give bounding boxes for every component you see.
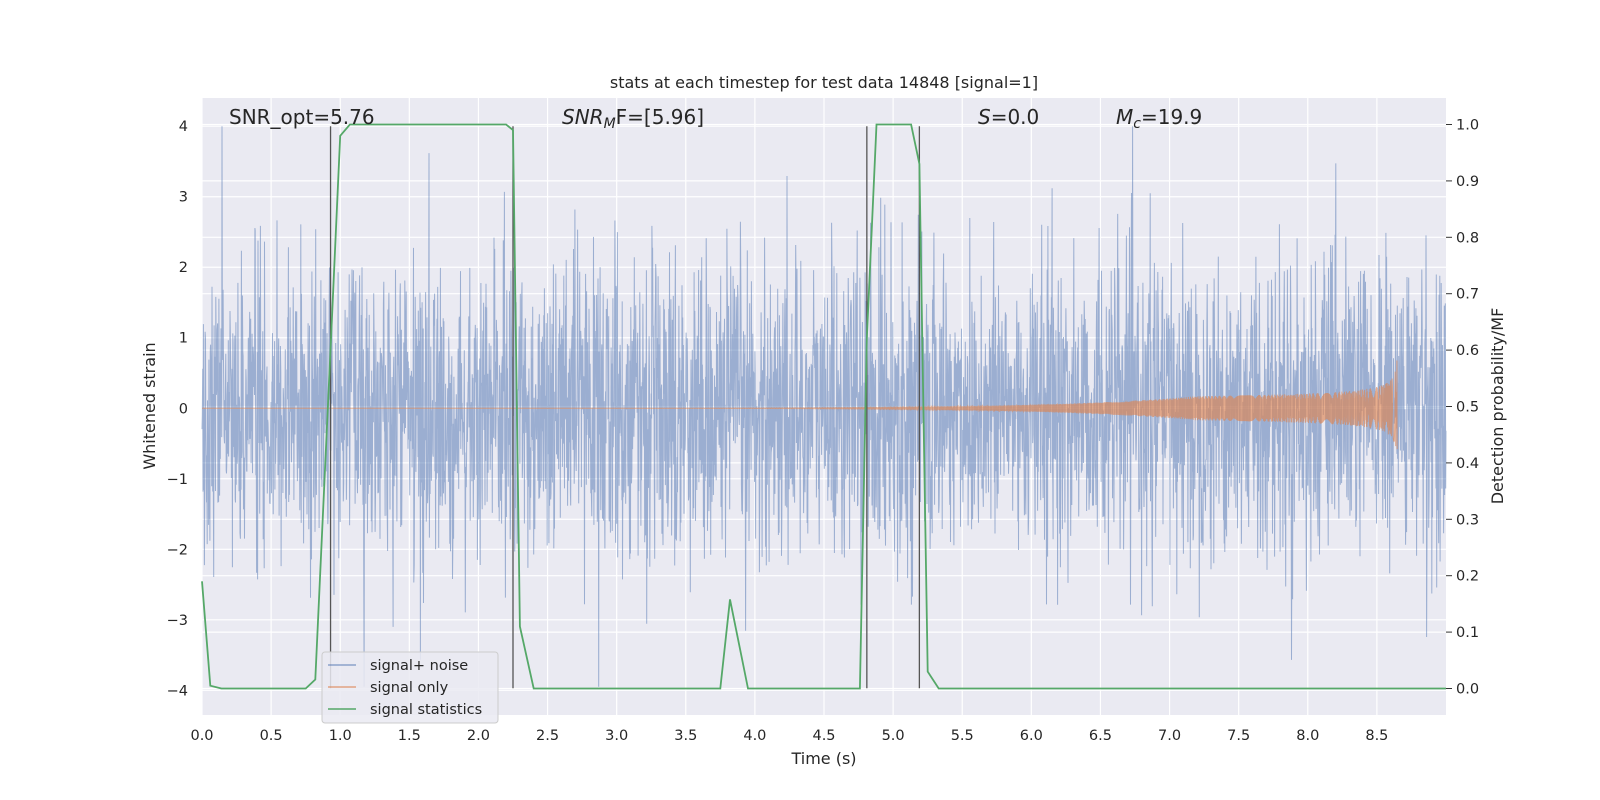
signal-statistics-line [201,123,1446,690]
right-tick-labels: 1.0 0.9 0.8 0.7 0.6 0.5 0.4 0.3 0.2 0.1 0.0 [1456,118,1479,698]
x-tick-labels: 0.0 0.5 1.0 1.5 2.0 2.5 3.0 3.5 4.0 4.5 5.0 5.5 6.0 6… [190,728,1388,744]
x-tick-label: 7.0 [1158,728,1181,744]
legend-label-signal-statistics: signal statistics [370,702,482,718]
annotation-snr-mf-label: SNR [562,105,604,129]
y-tick-label: 4 [179,119,188,135]
x-tick-label: 5.5 [951,728,974,744]
x-tick-label: 1.5 [398,728,421,744]
annotation-s-label: S [978,105,991,129]
annotation-s: S=0.0 [978,105,1039,129]
x-tick-label: 5.0 [882,728,905,744]
signal-noise-line [201,126,1447,687]
y-tick-label: 1 [179,331,188,347]
x-tick-label: 7.5 [1227,728,1250,744]
series-signal-only [202,360,1398,450]
y-tick-label: −4 [167,683,188,699]
right-tick-label: 0.4 [1456,456,1479,472]
x-tick-label: 2.0 [467,728,490,744]
x-tick-label: 2.5 [536,728,559,744]
legend-label-signal-only: signal only [370,680,449,696]
legend-box [321,651,499,724]
y-tick-label: −3 [167,613,188,629]
signal-only-line [202,360,1398,450]
x-tick-label: 3.5 [674,728,697,744]
x-tick-label: 4.5 [812,728,835,744]
annotation-mc: Mc=19.9 [1116,105,1202,132]
annotation-mc-label: M [1116,105,1133,129]
x-axis-label: Time (s) [790,749,856,768]
annotation-snr-mf: SNRMF=[5.96] [562,105,704,132]
x-tick-label: 6.0 [1020,728,1043,744]
x-tick-label: 3.0 [605,728,628,744]
right-tick-label: 0.9 [1456,174,1479,190]
right-tick-label: 0.8 [1456,230,1479,246]
x-tick-label: 1.0 [329,728,352,744]
series-signal-statistics [201,123,1446,690]
right-tick-marks [1446,124,1452,689]
annotation-snr-mf-tail: F=[5.96] [616,105,704,129]
right-tick-label: 0.1 [1456,625,1479,641]
y-tick-labels: 4 3 2 1 0 −1 −2 −3 −4 [167,119,188,699]
y-axis-label: Whitened strain [140,342,159,469]
right-tick-label: 0.7 [1456,287,1479,303]
x-tick-label: 4.0 [743,728,766,744]
chart-title: stats at each timestep for test data 148… [610,73,1038,92]
y-tick-label: −2 [167,542,188,558]
detection-boundary-lines [329,126,921,689]
right-tick-label: 0.5 [1456,400,1479,416]
legend-label-signal-noise: signal+ noise [370,658,468,674]
x-tick-label: 6.5 [1089,728,1112,744]
y-tick-label: 3 [179,190,188,206]
y-tick-label: −1 [167,472,188,488]
x-tick-label: 0.0 [190,728,213,744]
annotation-snr-opt: SNR_opt=5.76 [229,105,375,129]
legend: signal+ noise signal only signal statist… [321,651,499,724]
x-tick-label: 0.5 [260,728,283,744]
right-tick-label: 1.0 [1456,118,1479,134]
x-tick-label: 8.0 [1296,728,1319,744]
y-tick-label: 2 [179,260,188,276]
x-tick-label: 8.5 [1365,728,1388,744]
right-tick-label: 0.2 [1456,569,1479,585]
annotation-mc-sub: c [1133,116,1141,132]
right-tick-label: 0.6 [1456,343,1479,359]
annotation-snr-mf-sub: M [604,116,616,132]
y-axis-label-right: Detection probability/MF [1488,308,1507,505]
annotation-s-tail: =0.0 [991,105,1040,129]
right-tick-label: 0.3 [1456,512,1479,528]
right-tick-label: 0.0 [1456,681,1479,697]
annotation-mc-tail: =19.9 [1141,105,1202,129]
y-tick-label: 0 [179,401,188,417]
series-signal-noise [201,126,1447,687]
